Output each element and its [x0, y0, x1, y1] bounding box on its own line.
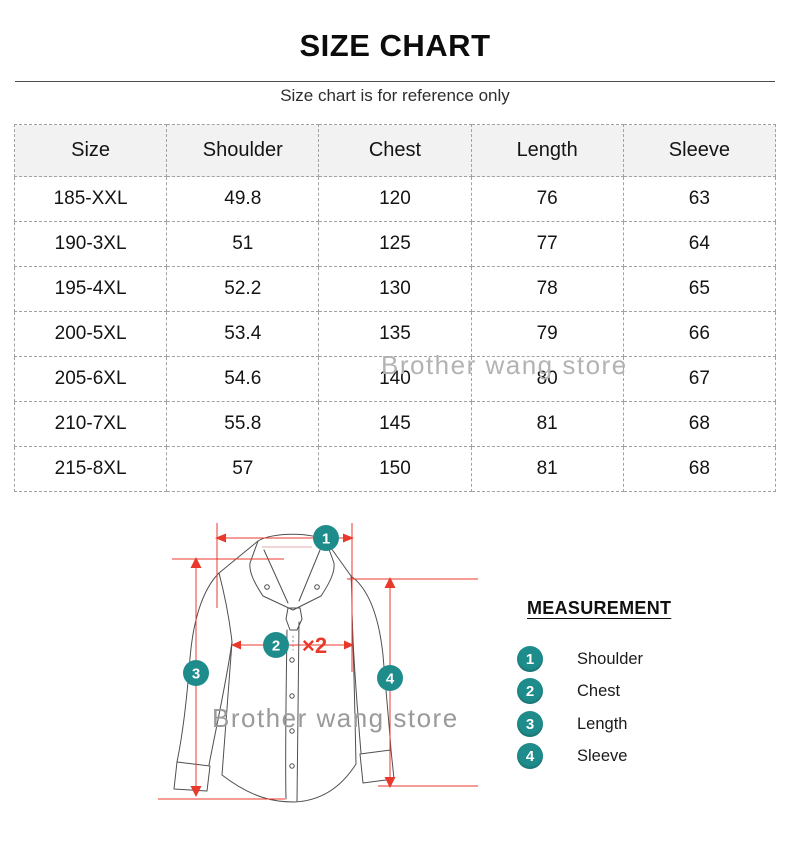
table-cell: 130	[318, 266, 472, 312]
title-divider	[15, 81, 775, 82]
header-row: Size Shoulder Chest Length Sleeve	[13, 124, 777, 177]
chest-multiplier-label: ×2	[302, 633, 327, 658]
table-cell: 150	[318, 446, 472, 492]
table-cell: 140	[318, 356, 472, 402]
marker-circle-3	[183, 660, 209, 686]
table-cell: 185-XXL	[13, 176, 168, 222]
column-header: Size	[13, 124, 168, 177]
table-cell: 78	[470, 266, 624, 312]
table-cell: 200-5XL	[13, 311, 168, 357]
table-cell: 51	[166, 221, 320, 267]
table-cell: 66	[622, 311, 777, 357]
page-title: SIZE CHART	[299, 28, 491, 63]
marker-4-number: 4	[386, 671, 395, 688]
measurement-arrows	[158, 523, 478, 800]
column-header: Sleeve	[622, 124, 777, 177]
table-row: 195-4XL 52.2 130 78 65	[13, 266, 777, 312]
table-cell: 120	[318, 176, 472, 222]
table-cell: 54.6	[166, 356, 320, 402]
shirt-measurement-diagram: ×2 1 2 3 4	[158, 523, 478, 803]
legend-label: Shoulder	[577, 649, 644, 668]
legend-badge-4: 4	[517, 743, 543, 769]
table-cell: 80	[470, 356, 624, 402]
table-cell: 125	[318, 221, 472, 267]
marker-circle-1	[313, 525, 339, 551]
table-cell: 81	[470, 446, 624, 492]
legend-label: Length	[577, 714, 628, 733]
table-cell: 67	[622, 356, 777, 402]
legend-item: 3 Length	[517, 711, 627, 737]
legend-item: 2 Chest	[517, 678, 620, 704]
page-subtitle: Size chart is for reference only	[280, 86, 510, 105]
marker-3-number: 3	[192, 666, 200, 683]
table-cell: 64	[622, 221, 777, 267]
column-header: Length	[470, 124, 624, 177]
table-cell: 65	[622, 266, 777, 312]
legend-badge-3: 3	[517, 711, 543, 737]
table-cell: 135	[318, 311, 472, 357]
table-cell: 210-7XL	[13, 401, 168, 447]
table-cell: 76	[470, 176, 624, 222]
marker-circle-4	[377, 665, 403, 691]
size-table-header: Size Shoulder Chest Length Sleeve	[13, 124, 777, 177]
table-cell: 190-3XL	[13, 221, 168, 267]
table-cell: 205-6XL	[13, 356, 168, 402]
table-row: 190-3XL 51 125 77 64	[13, 221, 777, 267]
table-row: 200-5XL 53.4 135 79 66	[13, 311, 777, 357]
legend: MEASUREMENT 1 Shoulder 2 Chest 3 Length 4 Sleev…	[505, 594, 760, 794]
table-cell: 53.4	[166, 311, 320, 357]
table-row: 185-XXL 49.8 120 76 63	[13, 176, 777, 222]
column-header: Shoulder	[166, 124, 320, 177]
size-table: Size Shoulder Chest Length Sleeve 185-XXL 49.…	[13, 124, 777, 492]
table-row: 205-6XL 54.6 140 80 67	[13, 356, 777, 402]
marker-2-number: 2	[272, 638, 280, 655]
marker-circles: 1 2 3 4	[183, 525, 403, 691]
table-cell: 145	[318, 401, 472, 447]
table-cell: 52.2	[166, 266, 320, 312]
table-cell: 57	[166, 446, 320, 492]
table-cell: 79	[470, 311, 624, 357]
legend-label: Chest	[577, 681, 621, 700]
marker-circle-2	[263, 632, 289, 658]
column-header: Chest	[318, 124, 472, 177]
table-cell: 68	[622, 446, 777, 492]
legend-badge-1: 1	[517, 646, 543, 672]
table-row: 215-8XL 57 150 81 68	[13, 446, 777, 492]
legend-label: Sleeve	[577, 746, 628, 765]
table-cell: 49.8	[166, 176, 320, 222]
table-cell: 195-4XL	[13, 266, 168, 312]
table-row: 210-7XL 55.8 145 81 68	[13, 401, 777, 447]
table-cell: 55.8	[166, 401, 320, 447]
marker-1-number: 1	[322, 531, 330, 548]
table-cell: 63	[622, 176, 777, 222]
legend-title: MEASUREMENT	[527, 598, 672, 618]
size-table-body: 185-XXL 49.8 120 76 63 190-3XL 51 125 77 64 195-4X…	[13, 176, 777, 492]
legend-badge-2: 2	[517, 678, 543, 704]
legend-item: 4 Sleeve	[517, 743, 627, 769]
legend-item: 1 Shoulder	[517, 646, 643, 672]
table-cell: 81	[470, 401, 624, 447]
table-cell: 215-8XL	[13, 446, 168, 492]
table-cell: 68	[622, 401, 777, 447]
arrowheads	[190, 533, 396, 797]
table-cell: 77	[470, 221, 624, 267]
